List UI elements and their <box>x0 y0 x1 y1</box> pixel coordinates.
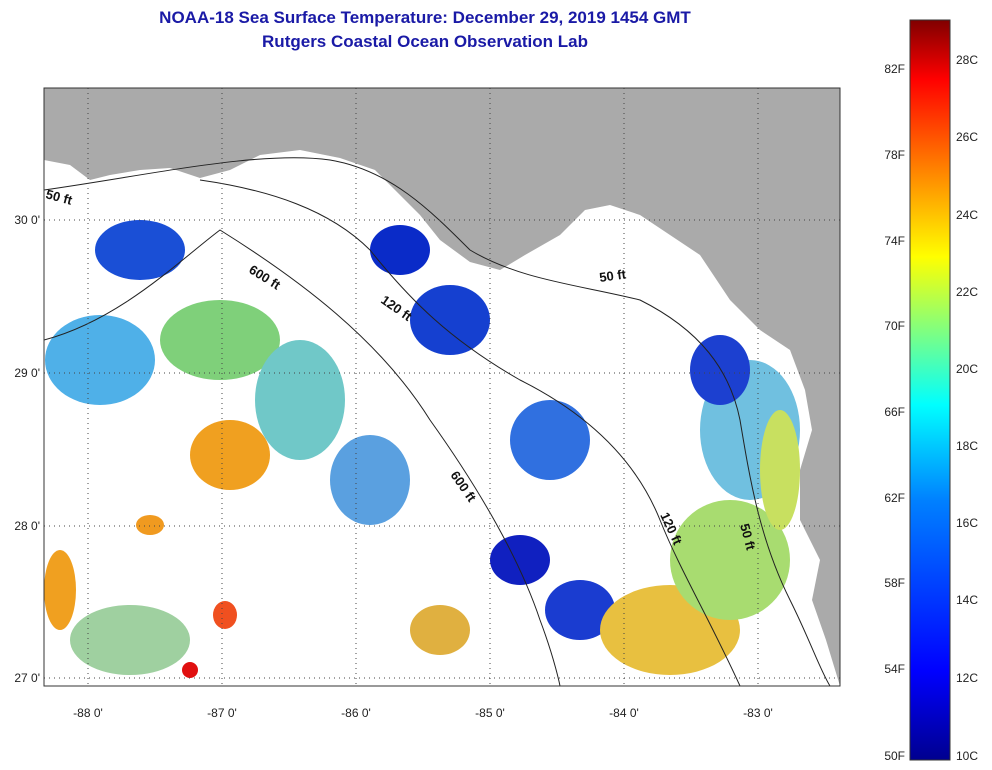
colorbar-f-label: 70F <box>884 319 905 333</box>
colorbar-c-label: 10C <box>956 749 978 763</box>
map-subtitle: Rutgers Coastal Ocean Observation Lab <box>262 32 588 51</box>
map-title: NOAA-18 Sea Surface Temperature: Decembe… <box>159 8 691 27</box>
colorbar-f-label: 50F <box>884 749 905 763</box>
colorbar-c-label: 14C <box>956 593 978 607</box>
colorbar-c-label: 12C <box>956 671 978 685</box>
lon-label: -88 0' <box>73 706 103 720</box>
lon-label: -84 0' <box>609 706 639 720</box>
contour-label: 50 ft <box>598 266 627 285</box>
lon-label: -87 0' <box>207 706 237 720</box>
colorbar-c-label: 16C <box>956 516 978 530</box>
lat-label: 29 0' <box>14 366 40 380</box>
plot-frame <box>43 87 841 687</box>
colorbar-f-label: 82F <box>884 62 905 76</box>
colorbar <box>909 19 951 761</box>
colorbar-c-label: 26C <box>956 130 978 144</box>
colorbar-c-label: 28C <box>956 53 978 67</box>
lon-label: -83 0' <box>743 706 773 720</box>
sst-patches <box>44 220 800 678</box>
colorbar-f-label: 78F <box>884 148 905 162</box>
lon-label: -85 0' <box>475 706 505 720</box>
lat-label: 30 0' <box>14 213 40 227</box>
colorbar-c-label: 22C <box>956 285 978 299</box>
colorbar-c-label: 24C <box>956 208 978 222</box>
colorbar-c-label: 18C <box>956 439 978 453</box>
colorbar-f-label: 54F <box>884 662 905 676</box>
contour-label: 50 ft <box>44 186 74 208</box>
colorbar-c-label: 20C <box>956 362 978 376</box>
land-mass <box>44 88 840 686</box>
colorbar-f-label: 74F <box>884 234 905 248</box>
lon-label: -86 0' <box>341 706 371 720</box>
contour-label: 50 ft <box>737 522 759 552</box>
depth-contours <box>44 157 831 686</box>
colorbar-f-label: 62F <box>884 491 905 505</box>
lat-label: 28 0' <box>14 519 40 533</box>
lat-label: 27 0' <box>14 671 40 685</box>
colorbar-f-label: 66F <box>884 405 905 419</box>
colorbar-f-label: 58F <box>884 576 905 590</box>
